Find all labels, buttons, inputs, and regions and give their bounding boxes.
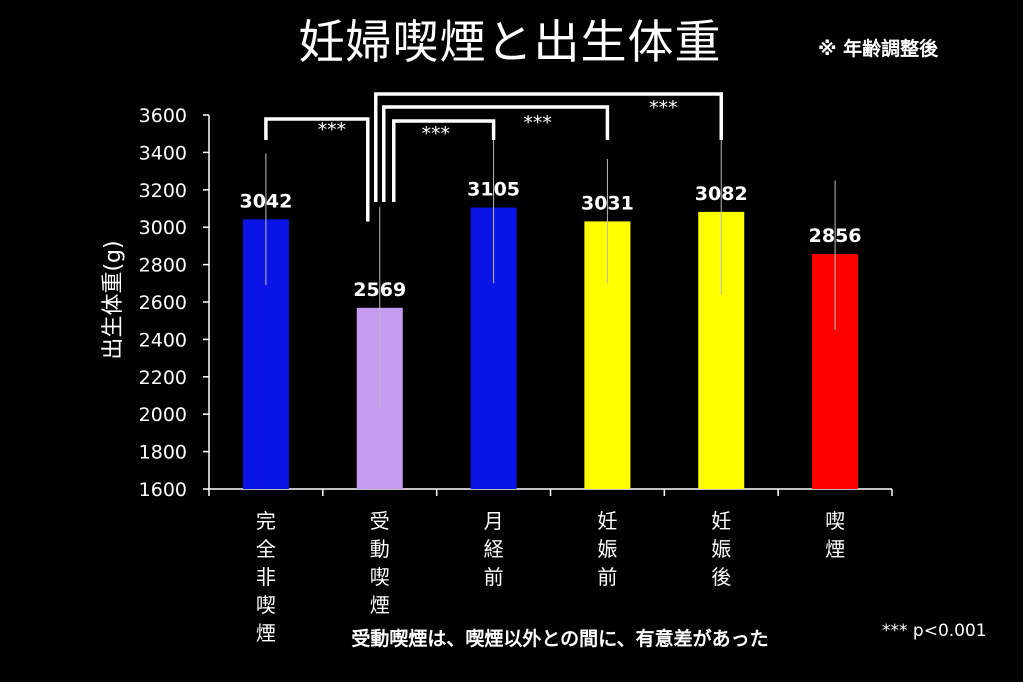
data-label: 3031 <box>581 192 634 214</box>
data-label: 2569 <box>353 279 406 301</box>
significance-bracket <box>392 119 496 202</box>
y-tick-label: 3000 <box>139 217 187 239</box>
category-label-char: 喫 <box>256 593 276 617</box>
category-label-char: 月 <box>484 509 504 533</box>
category-label-char: 受 <box>370 509 390 533</box>
category-label-char: 経 <box>484 537 504 561</box>
y-tick-label: 2800 <box>139 255 187 277</box>
significance-label: *** <box>318 119 347 141</box>
category-label-char: 煙 <box>370 593 390 617</box>
significance-bracket <box>264 117 370 222</box>
adjustment-note: ※ 年齢調整後 <box>818 38 939 60</box>
category-label-char: 喫 <box>825 509 845 533</box>
y-tick-label: 1600 <box>139 479 187 501</box>
category-label-char: 煙 <box>256 621 276 645</box>
category-label-char: 前 <box>484 565 504 589</box>
significance-label: *** <box>523 112 552 134</box>
category-label-char: 娠 <box>711 537 731 561</box>
significance-bracket <box>382 105 610 202</box>
y-tick-label: 3200 <box>139 180 187 202</box>
data-label: 3082 <box>695 183 748 205</box>
category-label-char: 動 <box>370 537 390 561</box>
y-tick-label: 2400 <box>139 329 187 351</box>
data-label: 2856 <box>809 225 862 247</box>
category-label-char: 全 <box>256 537 276 561</box>
y-tick-label: 1800 <box>139 442 187 464</box>
y-axis-label: 出生体重(g) <box>101 240 126 359</box>
category-label-char: 娠 <box>597 537 617 561</box>
category-label-char: 妊 <box>711 509 731 533</box>
category-label-char: 喫 <box>370 565 390 589</box>
data-label: 3042 <box>239 190 292 212</box>
category-label-char: 前 <box>597 565 617 589</box>
y-tick-label: 2200 <box>139 367 187 389</box>
category-label-char: 非 <box>256 565 276 589</box>
y-tick-label: 2600 <box>139 292 187 314</box>
category-label-char: 後 <box>711 565 731 589</box>
significance-legend: *** p<0.001 <box>882 621 987 641</box>
slide-title: 妊婦喫煙と出生体重 <box>298 15 722 69</box>
significance-label: *** <box>422 123 451 145</box>
category-label-char: 煙 <box>825 537 845 561</box>
y-tick-label: 3400 <box>139 142 187 164</box>
y-tick-label: 2000 <box>139 404 187 426</box>
footnote: 受動喫煙は、喫煙以外との間に、有意差があった <box>351 628 769 650</box>
y-tick-label: 3600 <box>139 105 187 127</box>
category-label-char: 妊 <box>597 509 617 533</box>
significance-label: *** <box>649 97 678 119</box>
data-label: 3105 <box>467 179 520 201</box>
significance-bracket <box>374 92 723 202</box>
category-label-char: 完 <box>256 509 276 533</box>
